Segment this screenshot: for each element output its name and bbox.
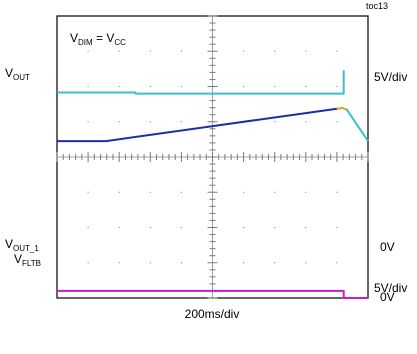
channel-label-vout: VOUT [5, 66, 30, 82]
grid-dot [274, 191, 276, 193]
grid-dot [274, 262, 276, 264]
time-scale-label: 200ms/div [185, 307, 240, 321]
grid-dot [243, 191, 245, 193]
grid-dot [180, 262, 182, 264]
grid-dot [305, 262, 307, 264]
grid-dot [118, 191, 120, 193]
grid-dot [87, 85, 89, 88]
grid-dot [336, 85, 338, 88]
channel-label-vfltb: VFLTB [14, 252, 41, 268]
scale-label-vfltb: 5V/div [374, 281, 407, 295]
grid-dot [180, 191, 182, 193]
grid-dot [149, 50, 151, 52]
condition-label: VDIM = VCC [70, 31, 126, 47]
grid-dot [336, 50, 338, 52]
grid-dot [149, 191, 151, 193]
scale-label-vout: 5V/div [374, 70, 407, 84]
grid-dot [149, 121, 151, 123]
grid-dot [305, 50, 307, 52]
grid-dot [118, 262, 120, 264]
ground-label-vfltb: 0V [380, 290, 395, 304]
grid-dot [87, 226, 89, 229]
grid-dot [243, 85, 245, 88]
channel-label-vout1: VOUT_1 [5, 237, 39, 253]
grid-dot [180, 121, 182, 123]
grid-dot [243, 50, 245, 52]
trace-vout-segment-3 [345, 108, 369, 142]
grid-dot [87, 191, 89, 193]
grid-dot [305, 191, 307, 193]
grid-dot [274, 85, 276, 88]
grid-dot [305, 226, 307, 229]
grid-dot [274, 226, 276, 229]
trace-vfltb [57, 289, 368, 299]
grid-dot [336, 226, 338, 229]
grid-dot [149, 226, 151, 229]
grid-dot [87, 262, 89, 264]
grid-dot [118, 121, 120, 123]
grid-dot [87, 50, 89, 52]
grid-dot [305, 121, 307, 123]
grid-dot [180, 50, 182, 52]
grid-dot [305, 85, 307, 88]
grid-dot [243, 262, 245, 264]
ground-label-vout1: 0V [380, 240, 395, 254]
grid-dot [118, 50, 120, 52]
grid-dot [274, 50, 276, 52]
grid-dot [243, 226, 245, 229]
grid-dot [336, 121, 338, 123]
grid-dot [336, 191, 338, 193]
trace-vout-1 [57, 70, 345, 95]
grid-dot [118, 226, 120, 229]
grid-dot [274, 121, 276, 123]
grid-dot [87, 121, 89, 123]
trace-vout-segment-1 [57, 107, 338, 143]
grid-dot [180, 226, 182, 229]
traces [57, 70, 369, 299]
graticule [56, 15, 369, 299]
figure-id: toc13 [366, 1, 388, 11]
grid-dot [336, 262, 338, 264]
grid-dot [118, 85, 120, 88]
grid-dot [180, 85, 182, 88]
trace-vout-segment-2 [336, 107, 347, 111]
grid-dot [149, 85, 151, 88]
grid-dot [149, 262, 151, 264]
